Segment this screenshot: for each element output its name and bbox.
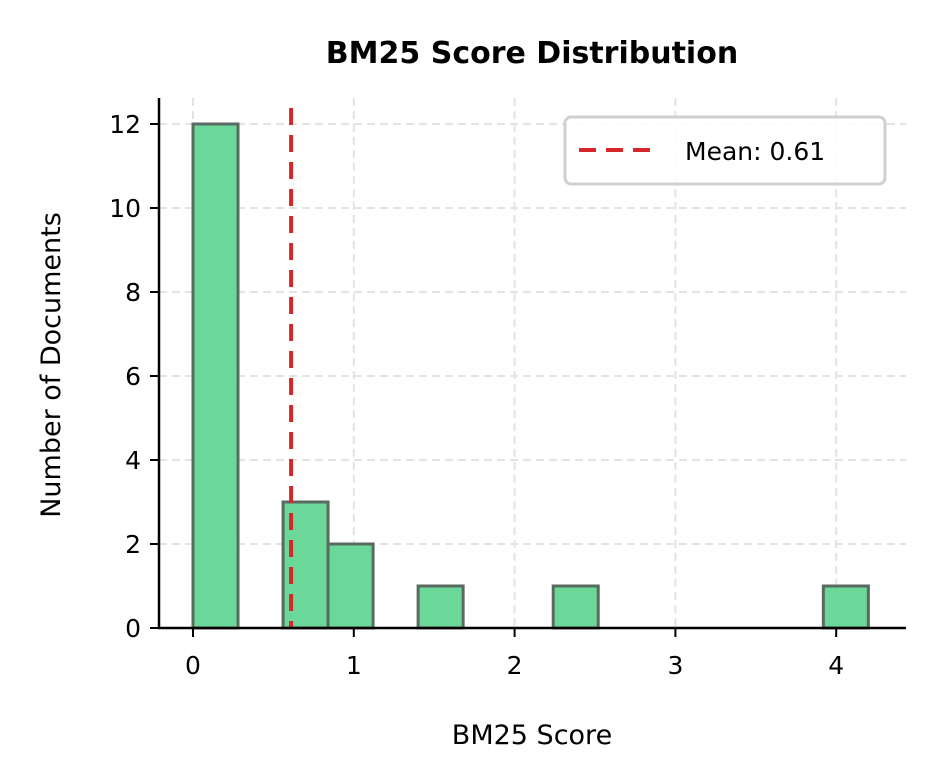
y-axis-label: Number of Documents [36,212,67,518]
x-tick-label: 0 [185,651,201,680]
x-tick-label: 2 [507,651,523,680]
legend: Mean: 0.61 [563,115,887,186]
y-tick-label: 2 [125,530,141,559]
y-tick-label: 6 [125,362,141,391]
y-tick-label: 0 [125,614,141,643]
chart-title: BM25 Score Distribution [326,36,738,71]
legend-label: Mean: 0.61 [685,137,825,166]
x-tick-label: 4 [828,651,844,680]
y-tick-label: 10 [109,194,141,223]
histogram-bar [191,122,240,630]
legend-box [563,115,887,186]
x-tick-label: 3 [667,651,683,680]
histogram-bar [821,584,870,630]
histogram-bar [326,542,375,630]
histogram-bar [551,584,600,630]
histogram-bar [416,584,465,630]
y-tick-label: 8 [125,278,141,307]
x-axis-label: BM25 Score [452,720,612,751]
y-tick-label: 4 [125,446,141,475]
y-tick-label: 12 [109,110,141,139]
x-tick-label: 1 [346,651,362,680]
